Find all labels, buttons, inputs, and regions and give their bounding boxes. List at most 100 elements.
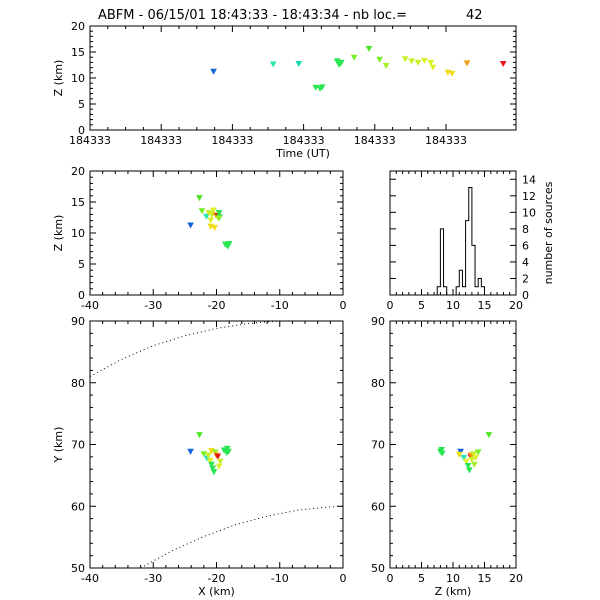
y-tick-label: 20: [71, 165, 85, 178]
y-tick-label: 15: [71, 46, 85, 59]
source-point: [468, 456, 476, 463]
x-tick-label: 184333: [283, 134, 325, 147]
source-point: [462, 458, 470, 465]
source-point: [460, 454, 468, 461]
y-tick-label: 4: [522, 256, 529, 269]
x-tick-label: -30: [144, 572, 162, 585]
source-point: [499, 60, 507, 67]
source-point: [337, 59, 345, 66]
x-tick-label: 184333: [69, 134, 111, 147]
x-tick-label: -20: [208, 299, 226, 312]
y-tick-label: 0: [522, 289, 529, 302]
x-tick-label: 184333: [140, 134, 182, 147]
x-tick-label: 5: [418, 299, 425, 312]
x-tick-label: 0: [387, 299, 394, 312]
source-point: [215, 463, 223, 470]
source-point: [214, 453, 222, 460]
source-point: [376, 56, 384, 63]
source-point: [216, 458, 224, 465]
y-axis-label: Z (km): [52, 60, 65, 97]
y-tick-label: 10: [71, 72, 85, 85]
y-tick-label: 12: [522, 190, 536, 203]
source-point: [463, 60, 471, 67]
y-tick-label: 6: [522, 239, 529, 252]
y-tick-label: 80: [71, 377, 85, 390]
source-point: [210, 469, 218, 476]
y-tick-label: 0: [78, 124, 85, 137]
y-tick-label: 70: [371, 439, 385, 452]
source-point: [471, 461, 478, 468]
panel-x-y: -40 -30 -20 -10 0 50 60 70 80 90 X (km) Y (km): [52, 315, 347, 598]
y-tick-label: 90: [371, 315, 385, 328]
source-point: [203, 213, 210, 220]
panel-z-y: 0 5 10 15 20 50 60 70 80 90 Z (km): [371, 315, 523, 598]
source-point: [198, 208, 206, 215]
source-point: [457, 448, 464, 455]
source-point: [215, 215, 222, 222]
x-tick-label: 10: [446, 572, 460, 585]
plot-frame: [89, 25, 517, 131]
y-tick-label: 10: [71, 227, 85, 240]
y-tick-label: 70: [71, 439, 85, 452]
y-tick-label: 0: [78, 289, 85, 302]
source-point: [365, 45, 373, 52]
source-point: [206, 458, 214, 465]
y-tick-label: 2: [522, 272, 529, 285]
source-point: [204, 452, 212, 459]
source-point: [196, 195, 203, 202]
source-point: [318, 84, 326, 91]
x-tick-label: 5: [418, 572, 425, 585]
x-tick-label: 15: [478, 572, 492, 585]
source-point: [485, 432, 493, 439]
source-point: [211, 224, 218, 231]
y-tick-label: 5: [78, 258, 85, 271]
source-point: [427, 59, 435, 66]
panel-x-z: -40 -30 -20 -10 0 0 5 10 15 20 Z (km): [52, 165, 347, 312]
title-location-count: 42: [466, 8, 483, 23]
source-point: [429, 64, 437, 71]
x-axis-label: Z (km): [435, 585, 472, 598]
x-tick-label: 10: [446, 299, 460, 312]
range-ring-curve: [140, 505, 344, 569]
x-tick-label: 20: [509, 572, 523, 585]
y-tick-label: 50: [371, 562, 385, 575]
source-point: [464, 462, 472, 470]
x-tick-label: 0: [340, 299, 347, 312]
y-tick-label: 8: [522, 223, 529, 236]
source-point: [208, 461, 215, 468]
source-point: [187, 222, 194, 229]
x-axis-label: Time (UT): [275, 147, 330, 160]
plot-frame: [389, 170, 517, 296]
y-tick-label: 90: [71, 315, 85, 328]
histogram-outline: [390, 187, 516, 296]
figure-title: ABFM - 06/15/01 18:43:33 - 18:43:34 - nb…: [98, 8, 483, 23]
source-point: [350, 54, 358, 61]
x-tick-label: -40: [81, 299, 99, 312]
x-tick-label: -30: [144, 299, 162, 312]
source-point: [472, 454, 480, 461]
y-tick-label: 10: [522, 206, 536, 219]
title-text: ABFM - 06/15/01 18:43:33 - 18:43:34 - nb…: [98, 8, 407, 23]
source-point: [438, 446, 446, 453]
source-point: [209, 207, 217, 214]
x-tick-label: -10: [271, 299, 289, 312]
source-point: [414, 59, 422, 66]
source-point: [421, 57, 428, 64]
y-axis-label: Z (km): [52, 215, 65, 252]
source-point: [210, 68, 217, 75]
x-tick-label: 20: [509, 299, 523, 312]
panel-time-z: 184333 184333 184333 184333 184333 1843330510…: [52, 20, 517, 160]
source-point: [466, 467, 473, 474]
source-point: [295, 60, 303, 67]
y-tick-label: 14: [522, 173, 536, 186]
y-axis-label: number of sources: [542, 181, 555, 284]
x-tick-label: 184333: [354, 134, 396, 147]
source-point: [408, 58, 415, 65]
panels: 184333 184333 184333 184333 184333 1843330510…: [52, 20, 555, 598]
plot-frame: [89, 320, 344, 569]
x-axis-label: X (km): [198, 585, 235, 598]
y-tick-label: 60: [71, 500, 85, 513]
source-point: [382, 63, 390, 70]
